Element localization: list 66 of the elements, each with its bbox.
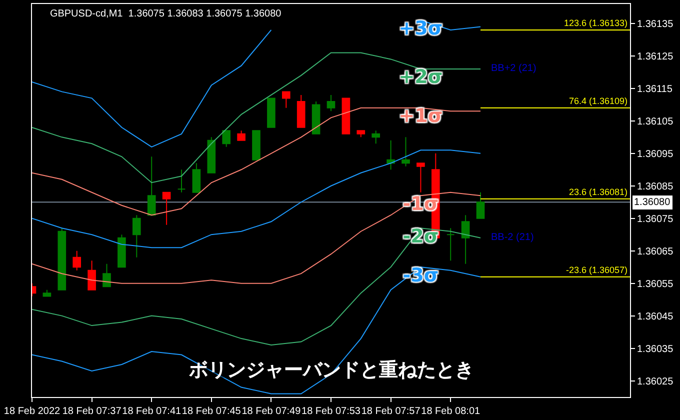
x-tick-label: 18 Feb 2022 <box>4 406 61 417</box>
y-tick-label: 1.36080 <box>634 197 671 208</box>
ref-line-label: 23.6 (1.36081) <box>569 187 628 197</box>
y-tick-label: 1.36115 <box>637 84 673 95</box>
candlestick <box>88 260 96 290</box>
candlestick <box>252 130 260 160</box>
candlestick <box>282 91 290 108</box>
y-tick-label: 1.36025 <box>637 376 674 388</box>
y-tick-label: 1.36085 <box>637 181 674 192</box>
ref-line-label: -23.6 (1.36057) <box>566 265 628 275</box>
y-tick-label: 1.36125 <box>637 51 674 62</box>
x-tick-label: 18 Feb 07:37 <box>62 406 122 417</box>
x-tick-label: 18 Feb 07:45 <box>182 406 242 417</box>
candlestick <box>416 162 425 193</box>
candlestick <box>72 250 82 271</box>
annotation: +3σ <box>398 17 443 40</box>
candlestick <box>222 130 231 148</box>
candlestick <box>102 263 111 288</box>
candlestick <box>177 169 186 193</box>
candlestick <box>118 234 126 268</box>
candlestick <box>132 214 141 258</box>
x-tick-label: 18 Feb 07:57 <box>361 406 421 417</box>
y-tick-label: 1.36135 <box>637 18 674 30</box>
x-tick-label: 18 Feb 07:53 <box>302 406 361 417</box>
ref-line-label: 123.6 (1.36133) <box>564 18 628 28</box>
candlestick <box>372 130 380 144</box>
candlestick <box>342 98 350 134</box>
series-label: BB+2 (21) <box>491 63 536 74</box>
candlestick <box>42 289 52 297</box>
y-tick-label: 1.36095 <box>637 148 674 160</box>
candlestick <box>326 94 336 112</box>
candlestick <box>296 94 306 128</box>
candlestick <box>162 192 171 226</box>
candlestick <box>267 98 276 128</box>
y-tick-label: 1.36035 <box>637 344 674 355</box>
candlestick <box>402 136 410 167</box>
x-tick-label: 18 Feb 08:01 <box>421 406 481 417</box>
candlestick <box>356 130 366 138</box>
candlestick <box>386 140 395 170</box>
y-tick-label: 1.36105 <box>637 116 674 128</box>
x-tick-label: 18 Feb 07:49 <box>242 406 302 417</box>
candlestick <box>461 214 470 264</box>
line-series <box>32 228 481 346</box>
candlestick <box>312 100 320 134</box>
candlestick <box>476 192 485 219</box>
y-tick-label: 1.36045 <box>637 311 674 322</box>
candlestick <box>58 228 66 290</box>
y-tick-label: 1.36065 <box>637 246 674 258</box>
line-series <box>32 192 481 284</box>
candlestick <box>446 228 455 262</box>
annotation: +1σ <box>398 105 443 128</box>
candlestick <box>207 136 216 174</box>
y-tick-label: 1.36075 <box>637 214 674 225</box>
line-series <box>32 266 481 394</box>
chart-title: GBPUSD-cd,M1 1.36075 1.36083 1.36075 1.36080 <box>50 8 282 20</box>
x-tick-label: 18 Feb 07:41 <box>122 406 182 417</box>
ref-line-label: 76.4 (1.36109) <box>569 96 628 106</box>
annotation: +2σ <box>398 66 443 88</box>
series-label: BB-2 (21) <box>491 232 534 243</box>
candlestick <box>237 130 246 141</box>
candlestick <box>192 162 201 193</box>
line-series <box>32 150 481 248</box>
line-series <box>32 107 481 216</box>
candlestick <box>147 156 156 216</box>
line-series <box>32 52 481 184</box>
y-tick-label: 1.36055 <box>637 278 674 290</box>
